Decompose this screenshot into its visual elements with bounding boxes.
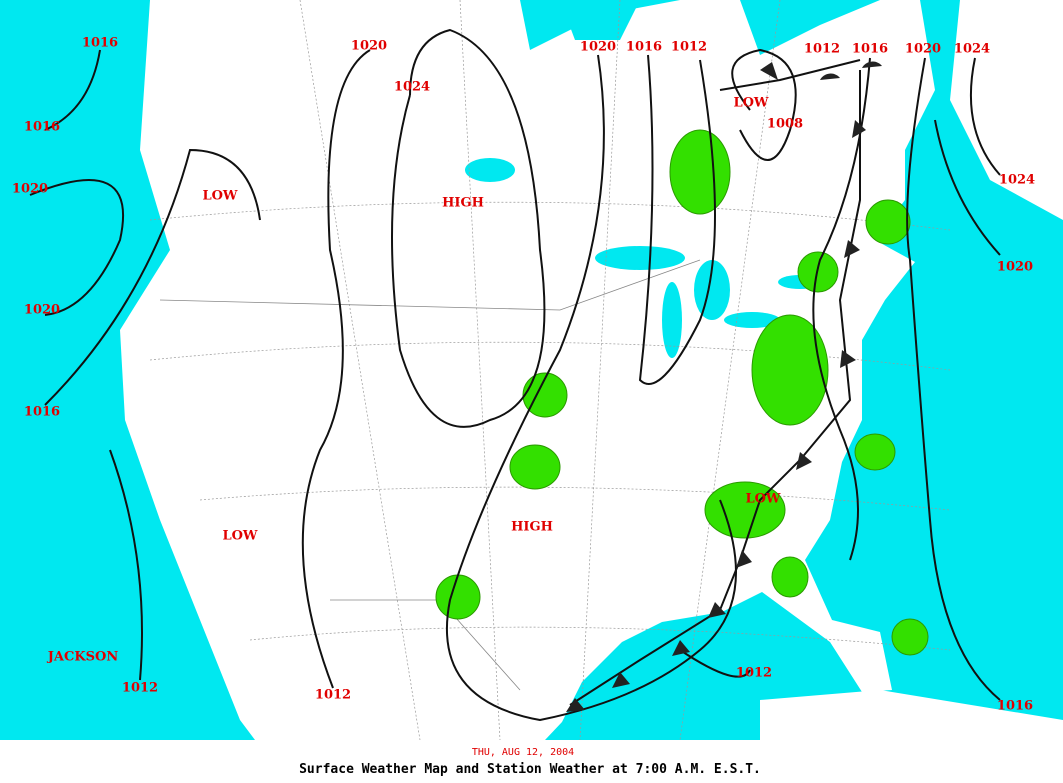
- graticule: [149, 0, 951, 741]
- lake: [694, 260, 730, 320]
- isobar-label: 1012: [122, 681, 158, 696]
- isobar-label: 1016: [997, 699, 1033, 714]
- isobar-label: 1012: [315, 688, 351, 703]
- pressure-center: LOW: [202, 189, 237, 204]
- isobar-label: 1024: [954, 42, 990, 57]
- isobar-label: 1016: [82, 36, 118, 51]
- map-date: THU, AUG 12, 2004: [472, 747, 574, 758]
- isobar-label: 1012: [804, 42, 840, 57]
- pressure-center: LOW: [733, 96, 768, 111]
- labels: 1016 1016 1020 1020 1016 1012 1012 1020 1024 1020…: [12, 36, 1035, 714]
- cuba: [760, 690, 1063, 740]
- map-title: Surface Weather Map and Station Weather …: [299, 762, 761, 777]
- isobar-label: 1020: [24, 303, 60, 318]
- place-label: JACKSON: [47, 650, 119, 665]
- isobar-label: 1020: [351, 39, 387, 54]
- isobar-label: 1016: [24, 405, 60, 420]
- isobar-label: 1016: [852, 42, 888, 57]
- pressure-center: HIGH: [511, 520, 553, 535]
- isobar-label: 1012: [736, 666, 772, 681]
- isobar-label: 1020: [905, 42, 941, 57]
- isobar-label: 1020: [997, 260, 1033, 275]
- isobar-label: 1024: [999, 173, 1035, 188]
- pressure-center: LOW: [222, 529, 257, 544]
- isobars: [29, 28, 1001, 722]
- lake: [465, 158, 515, 182]
- isobar-label: 1016: [626, 40, 662, 55]
- lake: [595, 246, 685, 270]
- fronts: [566, 59, 882, 712]
- hudson-bay: [560, 0, 640, 40]
- lake: [724, 312, 780, 328]
- lake: [662, 282, 682, 358]
- pressure-center: HIGH: [442, 196, 484, 211]
- isobar-label: 1020: [12, 182, 48, 197]
- isobar-label: 1024: [394, 80, 430, 95]
- isobar-label: 1020: [580, 40, 616, 55]
- isobar-label: 1008: [767, 117, 803, 132]
- pressure-center: LOW: [745, 492, 780, 507]
- isobar-label: 1012: [671, 40, 707, 55]
- land: [120, 0, 935, 740]
- isobar-label: 1016: [24, 120, 60, 135]
- land-east: [950, 0, 1063, 220]
